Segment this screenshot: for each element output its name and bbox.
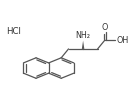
Text: HCl: HCl [6, 27, 21, 36]
Text: NH₂: NH₂ [76, 31, 91, 40]
Text: O: O [102, 23, 108, 32]
Polygon shape [82, 41, 84, 49]
Text: OH: OH [116, 36, 128, 45]
